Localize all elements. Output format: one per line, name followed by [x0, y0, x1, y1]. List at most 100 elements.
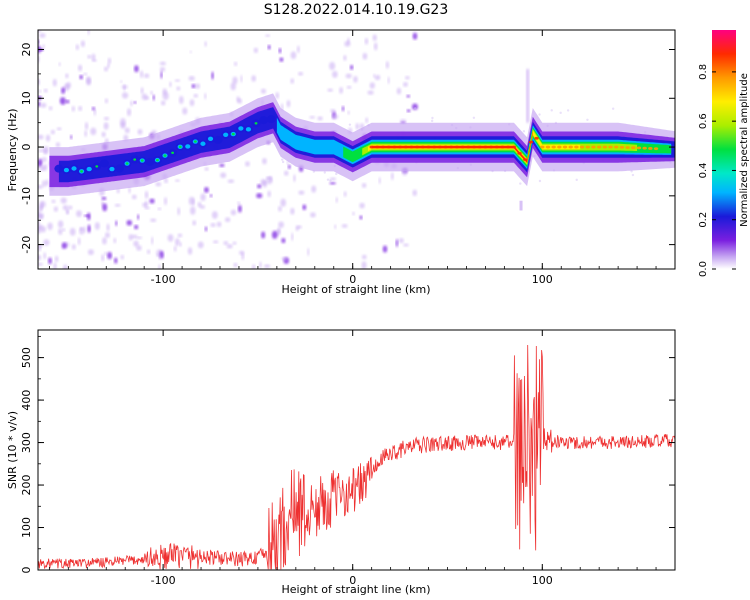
spectrogram-noise	[550, 109, 553, 112]
spectrogram-peak	[409, 145, 414, 149]
spectrogram-noise	[346, 85, 352, 89]
spectrogram-noise	[160, 100, 166, 106]
spectrogram-blob	[259, 116, 269, 125]
spectrogram-noise	[253, 47, 258, 54]
spectrogram-noise	[134, 224, 139, 230]
spectrogram-noise	[290, 207, 295, 215]
spectrogram-noise	[76, 210, 82, 218]
spectrogram-noise	[538, 179, 542, 183]
spectrogram-noise	[131, 194, 137, 200]
spectrogram-noise	[329, 177, 337, 181]
snr-xtick-label: -100	[151, 574, 176, 587]
snr-ytick-label: 300	[20, 432, 33, 453]
spectrogram-noise	[107, 57, 112, 64]
spectrogram-noise	[56, 127, 62, 131]
spectrogram-noise	[38, 149, 42, 153]
spectrogram-noise	[210, 222, 216, 228]
spectrogram-noise	[43, 239, 50, 246]
spectrogram-noise	[538, 113, 541, 116]
spectrogram-noise	[79, 75, 83, 80]
spectrogram-noise	[58, 62, 61, 66]
spectrogram-noise	[341, 224, 348, 228]
spectrogram-noise	[39, 33, 46, 38]
spectrogram-noise	[345, 73, 352, 79]
spectrogram-noise	[107, 251, 112, 260]
spectrogram-noise	[297, 45, 300, 54]
spectrogram-blob-core	[223, 132, 229, 137]
spectrogram-noise	[113, 237, 117, 244]
spectrogram-noise	[140, 87, 144, 94]
spectrogram-noise	[42, 44, 45, 49]
spectrogram-peak	[437, 145, 443, 149]
spectrogram-noise	[302, 204, 307, 211]
spectrogram-peak	[579, 145, 585, 149]
spectrogram-noise	[86, 212, 91, 221]
spectrogram-blob-core	[254, 122, 258, 125]
spectrogram-noise	[144, 206, 150, 210]
spectrogram-peak	[471, 145, 477, 149]
spectrogram-noise	[311, 185, 317, 193]
spectrogram-noise	[232, 241, 237, 245]
spectrogram-noise	[43, 88, 48, 93]
spectrogram-noise	[343, 191, 347, 197]
spectrogram-noise	[189, 99, 195, 107]
spectrogram-noise	[347, 110, 350, 115]
spectrogram-noise	[298, 71, 304, 76]
snr-axes: -100 0 100 0 100 200 300 400 500	[20, 330, 676, 587]
spectrogram-noise	[61, 242, 67, 249]
colorbar-tick-label: 0.0	[698, 261, 709, 277]
spectrogram-noise	[147, 249, 151, 255]
spectrogram-noise	[281, 238, 286, 244]
spectrogram-xtick-label: 0	[349, 273, 356, 286]
spectrogram-noise	[209, 194, 213, 198]
spectrogram-noise	[352, 211, 355, 216]
spectrogram-noise	[121, 92, 129, 99]
spectrogram-noise	[238, 98, 243, 104]
spectrogram-noise	[144, 190, 149, 199]
spectrogram-noise	[177, 233, 183, 238]
spectrogram-noise	[279, 57, 284, 62]
spectrogram-noise	[58, 228, 63, 236]
spectrogram-noise	[263, 264, 271, 269]
spectrogram-noise	[278, 221, 284, 228]
colorbar-tick-label: 0.6	[698, 113, 709, 129]
spectrogram-noise	[77, 237, 81, 246]
spectrogram-noise	[130, 100, 133, 107]
spectrogram-noise	[107, 63, 110, 69]
spectrogram-noise	[390, 172, 394, 181]
spectrogram-peak	[602, 145, 608, 149]
colorbar-axis: 0.0 0.2 0.4 0.6 0.8	[698, 64, 736, 277]
spectrogram-noise	[160, 71, 163, 79]
spectrogram-noise	[86, 77, 91, 86]
spectrogram-peak	[568, 145, 573, 149]
spectrogram-noise	[220, 172, 227, 178]
spectrogram-blob	[145, 157, 155, 166]
spectrogram-peak	[534, 136, 539, 140]
spectrogram-noise	[519, 182, 522, 185]
spectrogram-blob-core	[231, 132, 235, 136]
spectrogram-blob-core	[140, 159, 144, 162]
spectrogram-noise	[158, 264, 161, 269]
spectrogram-peak	[477, 145, 482, 149]
spectrogram-noise	[192, 220, 197, 226]
spectrogram-noise	[259, 261, 262, 269]
spectrogram-noise	[237, 205, 242, 213]
spectrogram-noise	[204, 226, 208, 232]
spectrogram-blob	[213, 135, 223, 144]
spectrogram-noise	[193, 93, 198, 98]
spectrogram-noise	[290, 78, 295, 84]
spectrogram-peak	[545, 145, 551, 149]
spectrogram-noise	[237, 201, 241, 205]
spectrogram-noise	[38, 134, 44, 140]
spectrogram-noise	[267, 190, 271, 198]
spectrogram-noise	[63, 83, 70, 92]
spectrogram-peak	[386, 145, 391, 149]
spectrogram-noise	[611, 107, 615, 110]
spectrogram-noise	[61, 87, 66, 94]
spectrogram-blob	[115, 164, 125, 173]
spectrogram-noise	[372, 34, 377, 41]
spectrogram-blob	[266, 115, 276, 124]
snr-ytick-label: 500	[20, 347, 33, 368]
spectrogram-noise	[187, 247, 193, 255]
